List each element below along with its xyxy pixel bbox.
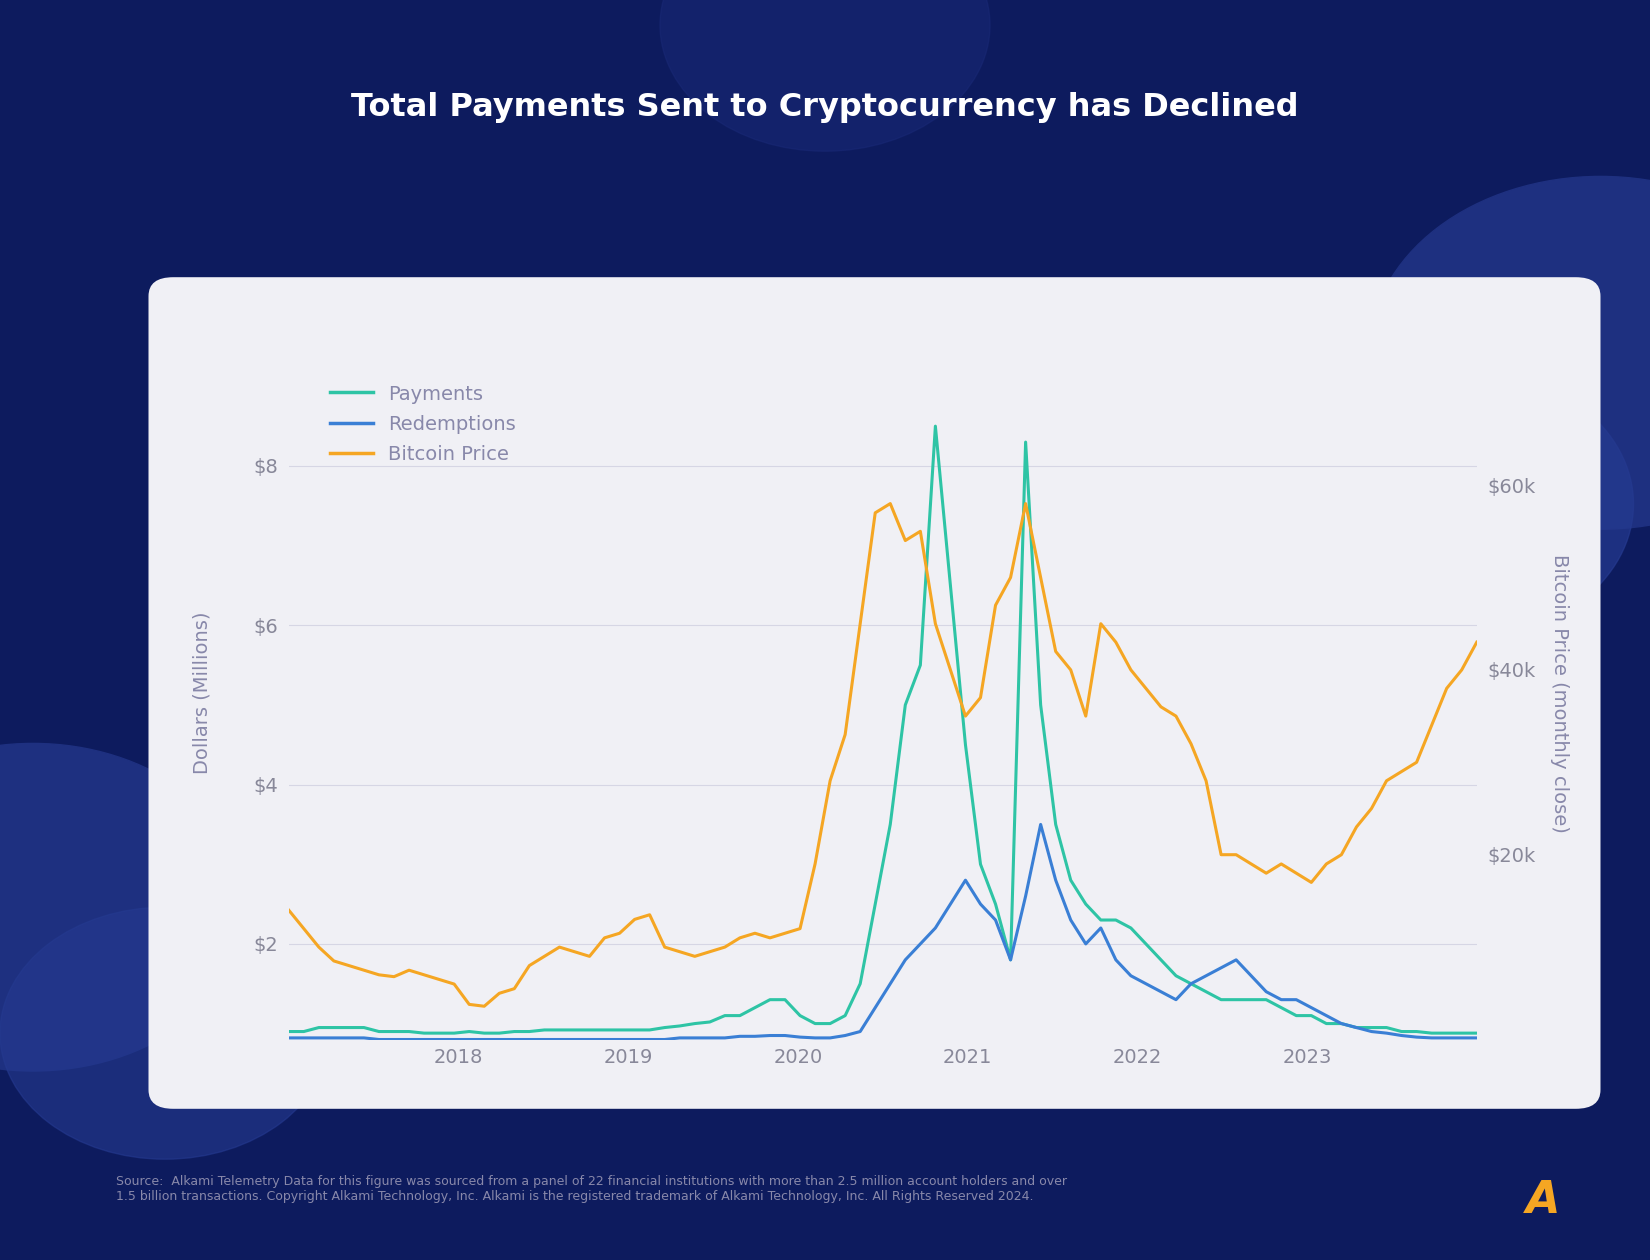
Text: Total Payments Sent to Cryptocurrency has Declined: Total Payments Sent to Cryptocurrency ha… xyxy=(351,92,1299,122)
Text: A: A xyxy=(1526,1179,1559,1222)
Circle shape xyxy=(660,0,990,151)
Text: Source:  Alkami Telemetry Data for this figure was sourced from a panel of 22 fi: Source: Alkami Telemetry Data for this f… xyxy=(116,1176,1066,1203)
Circle shape xyxy=(1370,176,1650,529)
Y-axis label: Bitcoin Price (monthly close): Bitcoin Price (monthly close) xyxy=(1549,553,1569,833)
Circle shape xyxy=(0,743,248,1071)
Y-axis label: Dollars (Millions): Dollars (Millions) xyxy=(193,612,211,774)
Legend: Payments, Redemptions, Bitcoin Price: Payments, Redemptions, Bitcoin Price xyxy=(322,377,523,472)
Circle shape xyxy=(1270,365,1634,643)
Circle shape xyxy=(0,907,330,1159)
